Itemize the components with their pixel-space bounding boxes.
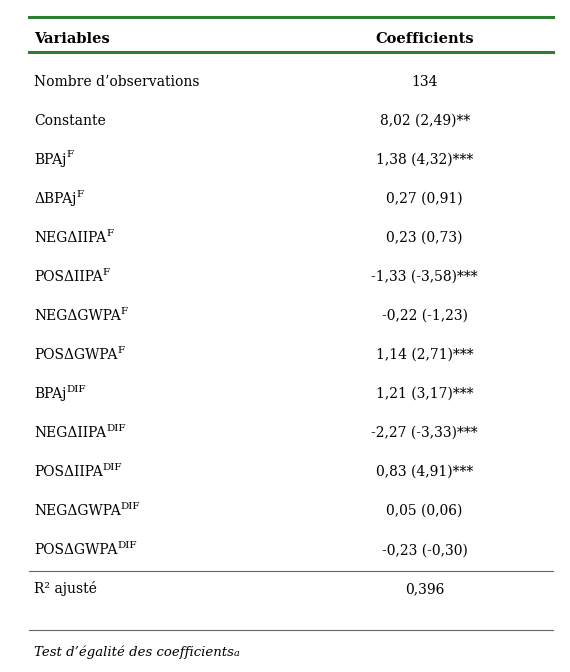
Text: NEGΔGWPA: NEGΔGWPA xyxy=(34,504,121,518)
Text: DIF: DIF xyxy=(107,424,126,433)
Text: F: F xyxy=(121,306,128,316)
Text: R² ajusté: R² ajusté xyxy=(34,581,97,596)
Text: 1,14 (2,71)***: 1,14 (2,71)*** xyxy=(376,348,474,362)
Text: 0,05 (0,06): 0,05 (0,06) xyxy=(386,504,463,518)
Text: POSΔGWPA: POSΔGWPA xyxy=(34,348,117,362)
Text: F: F xyxy=(117,345,125,355)
Text: Nombre d’observations: Nombre d’observations xyxy=(34,75,199,89)
Text: -0,22 (-1,23): -0,22 (-1,23) xyxy=(382,309,467,323)
Text: NEGΔIIPA: NEGΔIIPA xyxy=(34,230,107,245)
Text: F: F xyxy=(67,151,74,159)
Text: Coefficients: Coefficients xyxy=(375,32,474,46)
Text: NEGΔIIPA: NEGΔIIPA xyxy=(34,426,107,440)
Text: Constante: Constante xyxy=(34,114,106,128)
Text: BPAj: BPAj xyxy=(34,387,67,401)
Text: 0,396: 0,396 xyxy=(405,582,445,596)
Text: 0,23 (0,73): 0,23 (0,73) xyxy=(386,230,463,245)
Text: 0,27 (0,91): 0,27 (0,91) xyxy=(386,192,463,206)
Text: NEGΔGWPA: NEGΔGWPA xyxy=(34,309,121,323)
Text: POSΔIIPA: POSΔIIPA xyxy=(34,465,103,479)
Text: a: a xyxy=(234,649,240,658)
Text: POSΔIIPA: POSΔIIPA xyxy=(34,270,103,284)
Text: 0,83 (4,91)***: 0,83 (4,91)*** xyxy=(376,465,473,479)
Text: Test d’égalité des coefficients: Test d’égalité des coefficients xyxy=(34,645,234,659)
Text: POSΔGWPA: POSΔGWPA xyxy=(34,543,117,557)
Text: DIF: DIF xyxy=(121,502,140,511)
Text: F: F xyxy=(103,267,110,277)
Text: DIF: DIF xyxy=(117,541,137,550)
Text: Variables: Variables xyxy=(34,32,110,46)
Text: ΔBPAj: ΔBPAj xyxy=(34,192,76,206)
Text: -0,23 (-0,30): -0,23 (-0,30) xyxy=(382,543,467,557)
Text: 8,02 (2,49)**: 8,02 (2,49)** xyxy=(380,114,470,128)
Text: F: F xyxy=(107,228,113,237)
Text: -1,33 (-3,58)***: -1,33 (-3,58)*** xyxy=(371,270,478,284)
Text: F: F xyxy=(76,190,84,198)
Text: 1,38 (4,32)***: 1,38 (4,32)*** xyxy=(376,153,473,167)
Text: BPAj: BPAj xyxy=(34,153,67,167)
Text: 1,21 (3,17)***: 1,21 (3,17)*** xyxy=(376,387,474,401)
Text: 134: 134 xyxy=(412,75,438,89)
Text: DIF: DIF xyxy=(103,463,123,472)
Text: -2,27 (-3,33)***: -2,27 (-3,33)*** xyxy=(371,426,478,440)
Text: DIF: DIF xyxy=(67,385,86,394)
